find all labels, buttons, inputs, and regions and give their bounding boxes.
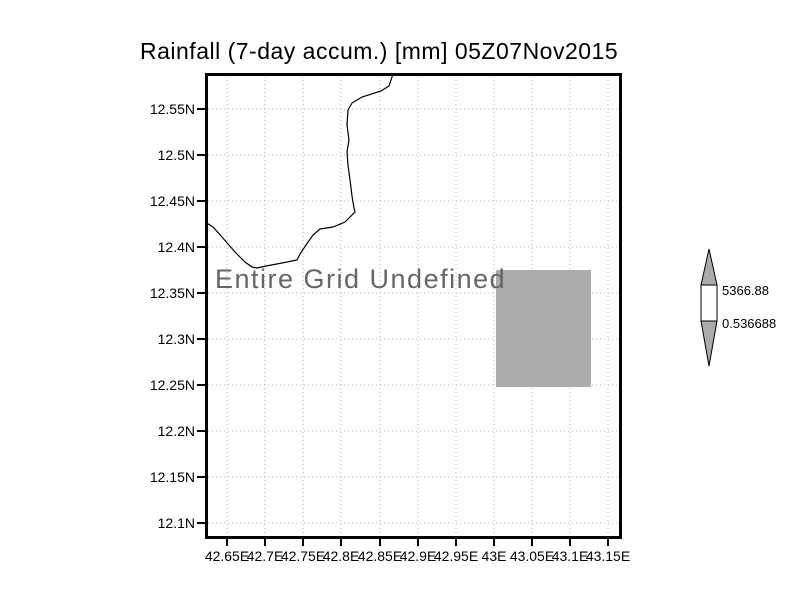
lon-tick: [569, 539, 571, 546]
lat-tick-label: 12.2N: [157, 423, 195, 439]
lat-tick-label: 12.25N: [149, 377, 195, 393]
lat-tick-label: 12.15N: [149, 469, 195, 485]
lon-tick-label: 42.9E: [399, 548, 437, 564]
lat-tick: [197, 200, 205, 202]
lat-tick-label: 12.1N: [157, 515, 195, 531]
lon-tick-label: 42.95E: [433, 548, 479, 564]
lat-tick-label: 12.35N: [149, 285, 195, 301]
plot-frame: Entire Grid Undefined: [205, 73, 622, 539]
colorbar-max-label: 5366.88: [722, 283, 769, 298]
undefined-grid-annotation: Entire Grid Undefined: [215, 264, 507, 294]
lon-tick-label: 42.65E: [204, 548, 250, 564]
lat-tick-label: 12.55N: [149, 101, 195, 117]
colorbar-min-label: 0.536688: [722, 316, 777, 331]
lon-tick-label: 43.15E: [585, 548, 631, 564]
lon-tick-label: 42.7E: [246, 548, 284, 564]
lat-tick: [197, 246, 205, 248]
lon-tick: [493, 539, 495, 546]
lon-tick: [379, 539, 381, 546]
plot-title: Rainfall (7-day accum.) [mm] 05Z07Nov201…: [140, 38, 619, 64]
lon-tick: [302, 539, 304, 546]
lon-tick-label: 43.05E: [509, 548, 555, 564]
undefined-data-cell: [496, 270, 591, 387]
plot-canvas-svg: [208, 76, 619, 536]
lat-tick-label: 12.45N: [149, 193, 195, 209]
lat-tick: [197, 476, 205, 478]
lon-tick-label: 43.1E: [551, 548, 589, 564]
lon-tick: [340, 539, 342, 546]
lon-tick-label: 42.85E: [357, 548, 403, 564]
lat-tick-label: 12.3N: [157, 331, 195, 347]
lat-tick-label: 12.4N: [157, 239, 195, 255]
lon-tick: [607, 539, 609, 546]
lon-tick: [226, 539, 228, 546]
lon-tick: [264, 539, 266, 546]
lat-tick: [197, 384, 205, 386]
lat-tick: [197, 522, 205, 524]
colorbar-top-arrow: [700, 248, 718, 286]
lon-tick-label: 43E: [481, 548, 507, 564]
lat-tick: [197, 292, 205, 294]
lon-tick-label: 42.8E: [322, 548, 360, 564]
colorbar-bottom-arrow: [700, 320, 718, 367]
grid-lines: [208, 76, 619, 536]
lat-tick: [197, 108, 205, 110]
lon-tick: [417, 539, 419, 546]
lat-tick: [197, 430, 205, 432]
lon-tick: [455, 539, 457, 546]
lat-tick: [197, 154, 205, 156]
colorbar-bar: [700, 284, 718, 322]
lon-tick: [531, 539, 533, 546]
colorbar: [700, 248, 718, 367]
coastline-path: [208, 76, 393, 269]
lon-tick-label: 42.75E: [280, 548, 326, 564]
lat-tick-label: 12.5N: [157, 147, 195, 163]
lat-tick: [197, 338, 205, 340]
